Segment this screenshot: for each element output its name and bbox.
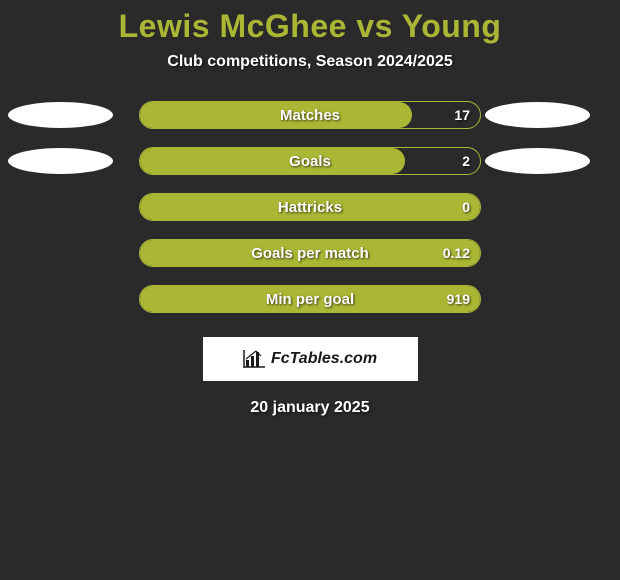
stat-row: Matches 17 bbox=[0, 101, 620, 129]
stat-value: 919 bbox=[447, 291, 470, 307]
stats-rows: Matches 17 Goals 2 Hattricks 0 bbox=[0, 101, 620, 313]
stat-row: Hattricks 0 bbox=[0, 193, 620, 221]
date-text: 20 january 2025 bbox=[250, 399, 369, 417]
stat-label: Hattricks bbox=[278, 199, 342, 216]
player-left-marker bbox=[8, 148, 113, 174]
stat-value: 17 bbox=[454, 107, 470, 123]
player-left-marker bbox=[8, 102, 113, 128]
stat-bar-fill bbox=[140, 102, 412, 128]
subtitle: Club competitions, Season 2024/2025 bbox=[167, 53, 452, 71]
page-title: Lewis McGhee vs Young bbox=[119, 8, 502, 45]
stat-bar: Goals per match 0.12 bbox=[139, 239, 481, 267]
stat-bar: Matches 17 bbox=[139, 101, 481, 129]
stat-bar: Min per goal 919 bbox=[139, 285, 481, 313]
stat-row: Min per goal 919 bbox=[0, 285, 620, 313]
stat-label: Goals per match bbox=[251, 245, 369, 262]
stat-label: Min per goal bbox=[266, 291, 354, 308]
stat-value: 0 bbox=[462, 199, 470, 215]
stat-label: Goals bbox=[289, 153, 331, 170]
stat-bar: Goals 2 bbox=[139, 147, 481, 175]
stat-value: 2 bbox=[462, 153, 470, 169]
logo-box: FcTables.com bbox=[203, 337, 418, 381]
stat-value: 0.12 bbox=[443, 245, 470, 261]
bar-chart-icon bbox=[243, 350, 265, 368]
player-right-marker bbox=[485, 148, 590, 174]
stat-row: Goals 2 bbox=[0, 147, 620, 175]
comparison-infographic: Lewis McGhee vs Young Club competitions,… bbox=[0, 0, 620, 580]
logo-text: FcTables.com bbox=[271, 350, 377, 368]
stat-label: Matches bbox=[280, 107, 340, 124]
stat-bar-fill bbox=[140, 148, 405, 174]
stat-bar: Hattricks 0 bbox=[139, 193, 481, 221]
stat-row: Goals per match 0.12 bbox=[0, 239, 620, 267]
player-right-marker bbox=[485, 102, 590, 128]
